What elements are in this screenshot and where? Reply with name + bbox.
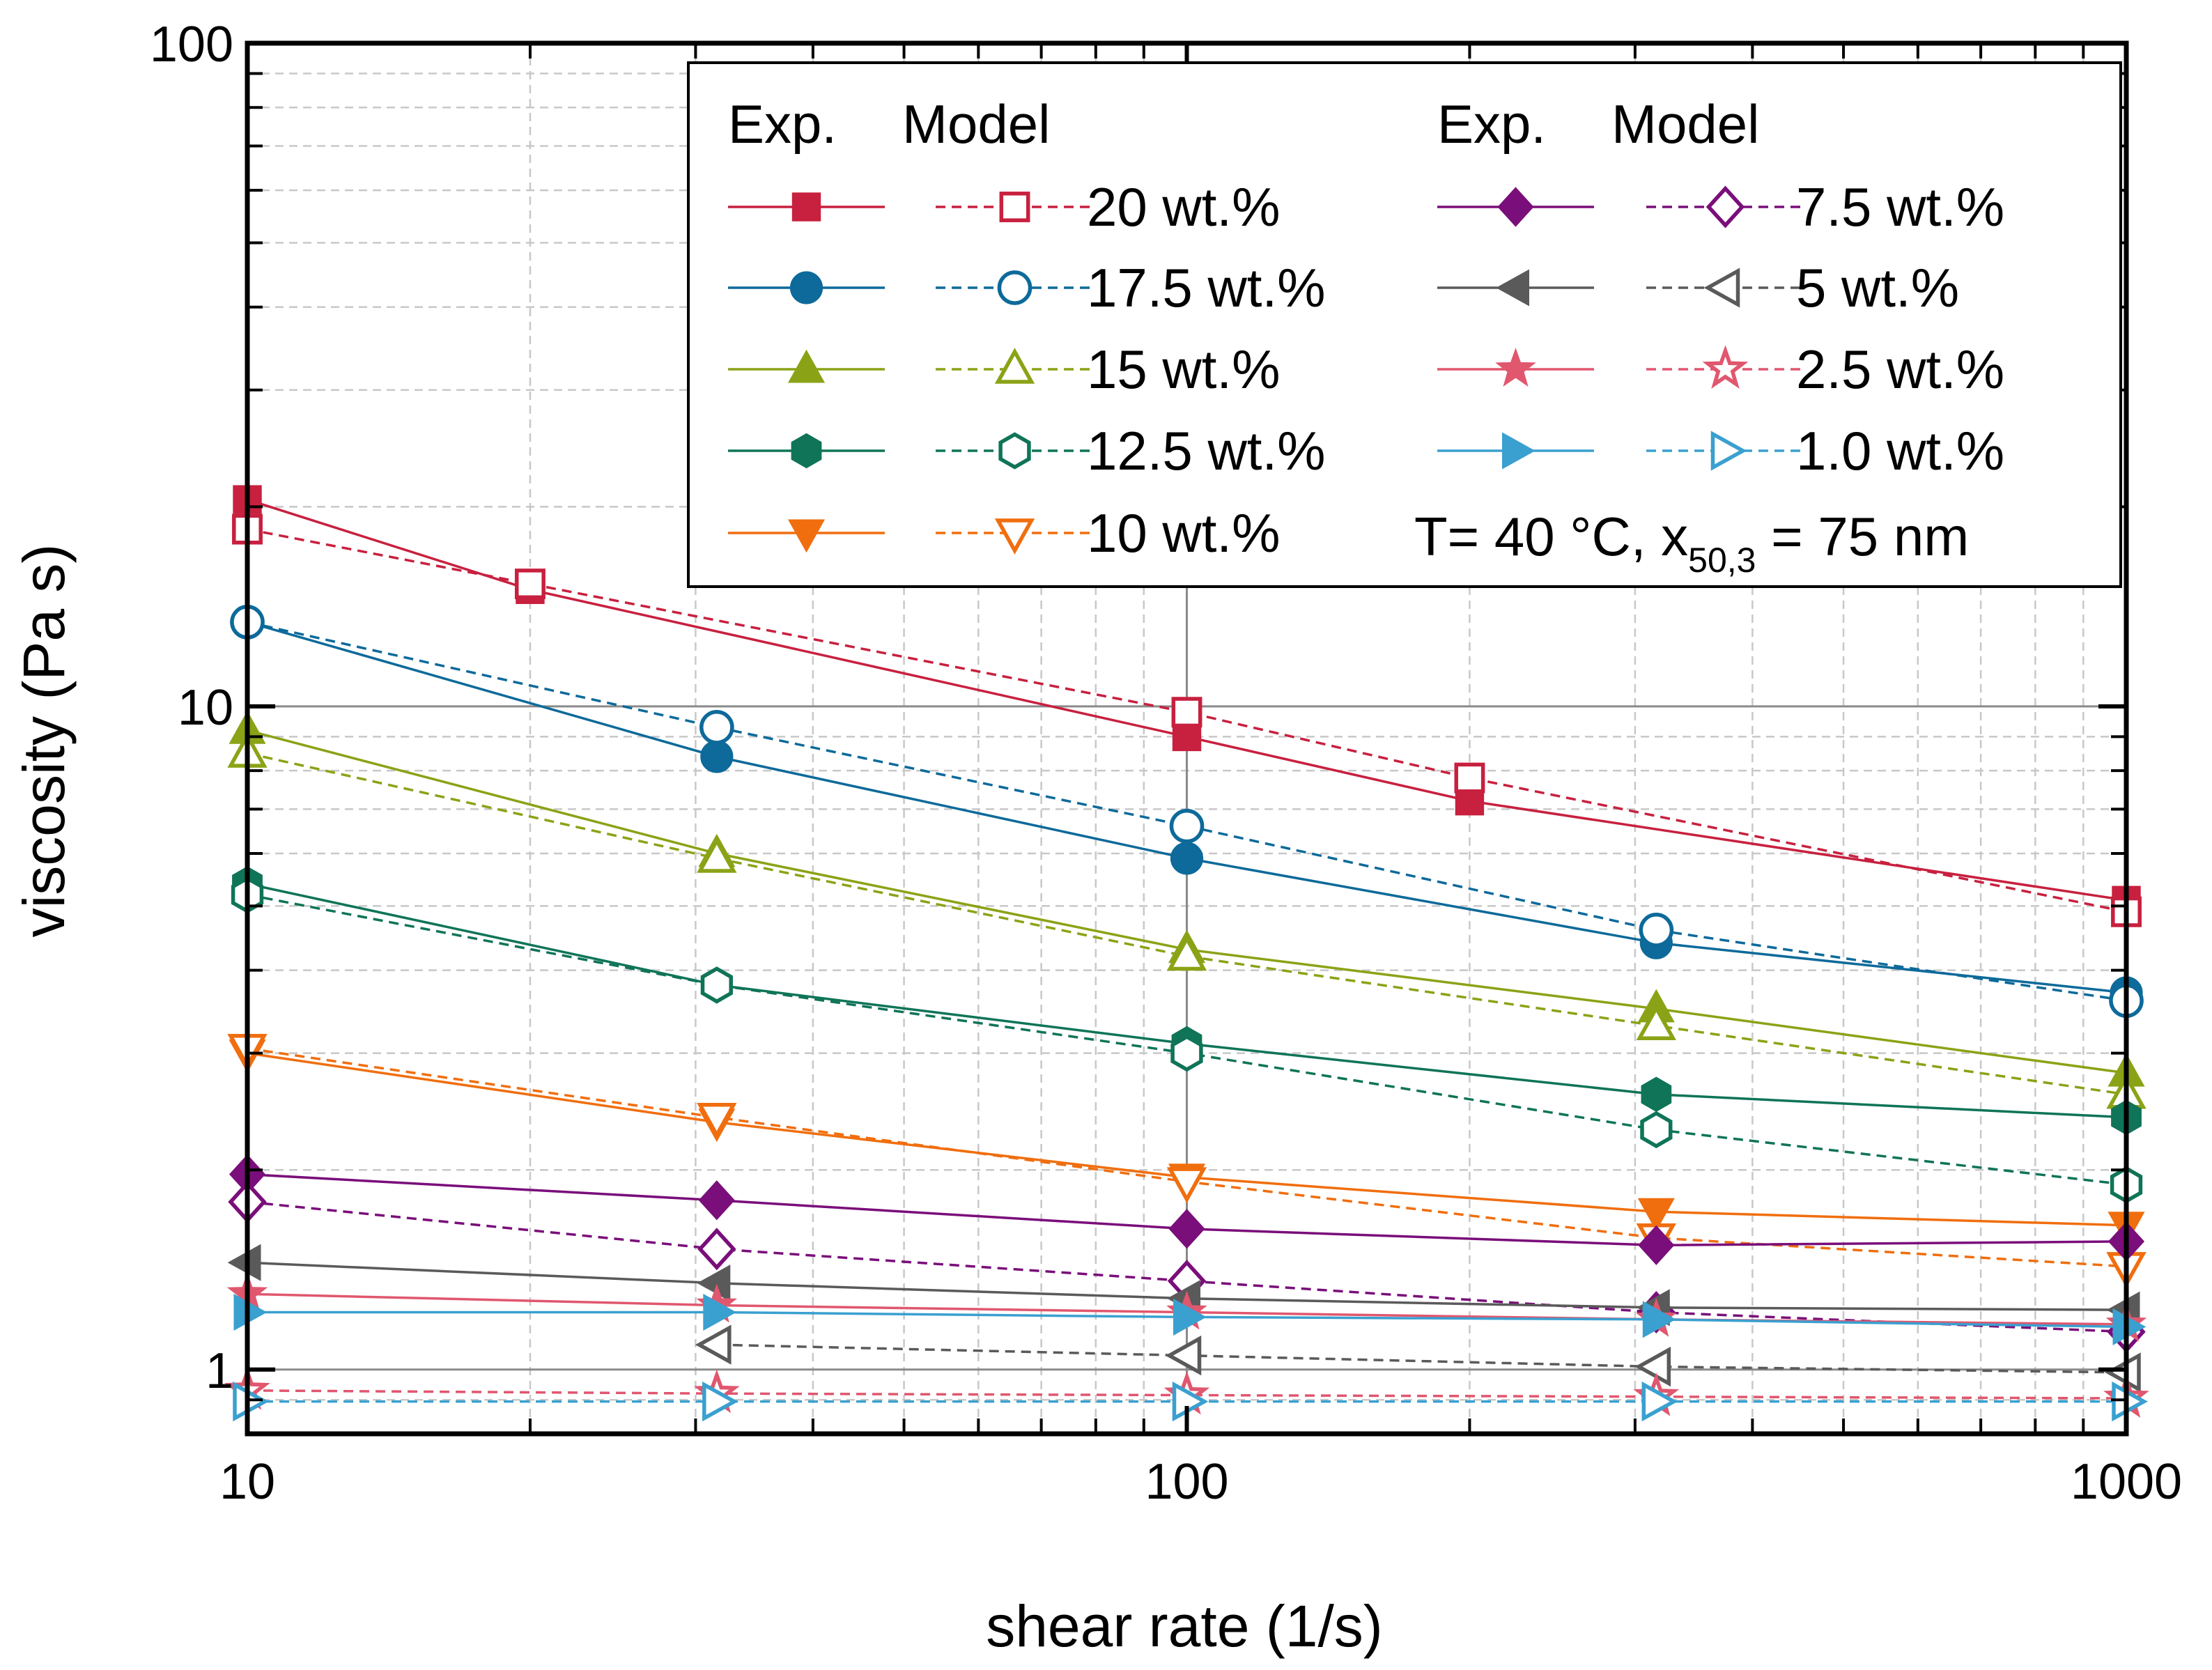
- legend-item: 15 wt.%: [728, 339, 1280, 400]
- model-point: [1636, 1004, 1676, 1040]
- legend-item: 12.5 wt.%: [728, 420, 1326, 481]
- legend-header-model: Model: [1611, 93, 1759, 155]
- legend-condition-suffix: = 75 nm: [1756, 506, 1970, 567]
- legend-exp-marker: [787, 519, 826, 553]
- model-point: [695, 1324, 732, 1365]
- legend: Exp. Model Exp. Model T= 40 °C, x50,3 = …: [687, 61, 2122, 588]
- legend-item: 1.0 wt.%: [1437, 420, 2004, 481]
- legend-condition-prefix: T= 40 °C, x: [1414, 506, 1688, 567]
- exp-point: [1170, 842, 1204, 875]
- model-point: [700, 966, 733, 1004]
- legend-header-exp: Exp.: [1437, 93, 1546, 155]
- legend-label: 5 wt.%: [1796, 257, 1959, 318]
- legend-item: 10 wt.%: [728, 502, 1280, 564]
- model-point: [1165, 1335, 1202, 1376]
- legend-exp-marker: [1497, 187, 1534, 227]
- y-tick-label: 10: [178, 680, 233, 736]
- model-point: [697, 1103, 737, 1139]
- exp-point: [700, 740, 734, 773]
- model-point: [1166, 1167, 1207, 1203]
- legend-header-model: Model: [902, 93, 1050, 155]
- legend-exp-marker: [1502, 432, 1536, 470]
- legend-label: 10 wt.%: [1087, 502, 1280, 564]
- legend-exp-marker: [1496, 269, 1529, 307]
- legend-label: 15 wt.%: [1087, 339, 1280, 400]
- legend-label: 17.5 wt.%: [1087, 257, 1326, 318]
- legend-model-marker: [1710, 431, 1747, 471]
- model-point: [1634, 1346, 1671, 1387]
- legend-exp-marker: [1495, 348, 1536, 387]
- exp-point: [2112, 1308, 2147, 1345]
- exp-point: [1642, 1301, 1676, 1338]
- legend-item: 17.5 wt.%: [728, 257, 1326, 318]
- y-tick-label: 100: [150, 17, 233, 72]
- exp-point: [1641, 1076, 1672, 1113]
- x-tick-label: 10: [219, 1454, 275, 1510]
- exp-point: [1638, 1225, 1675, 1265]
- model-point: [1170, 1034, 1203, 1072]
- exp-point: [1173, 1298, 1207, 1336]
- model-point: [1640, 1111, 1673, 1149]
- legend-label: 12.5 wt.%: [1087, 420, 1326, 481]
- model-line: [247, 1389, 2127, 1400]
- model-point: [1639, 913, 1674, 948]
- legend-exp-marker: [787, 349, 826, 383]
- legend-model-marker: [997, 270, 1032, 305]
- legend-model-marker: [1702, 345, 1749, 389]
- legend-header-exp: Exp.: [728, 93, 837, 155]
- model-line: [716, 1343, 2127, 1374]
- model-point: [697, 837, 737, 873]
- exp-point: [703, 1293, 737, 1331]
- y-axis-title: viscosity (Pa s): [11, 544, 77, 938]
- legend-label: 2.5 wt.%: [1796, 339, 2004, 400]
- legend-label: 20 wt.%: [1087, 176, 1280, 238]
- exp-point: [1168, 1209, 1205, 1249]
- model-point: [2105, 1352, 2141, 1393]
- axis-ticks: 10 100 1000 1 10 100: [150, 17, 2182, 1510]
- model-point: [1172, 1381, 1209, 1422]
- x-tick-label: 1000: [2071, 1454, 2182, 1510]
- model-point: [1171, 697, 1202, 728]
- legend-box: [687, 61, 2122, 588]
- legend-model-marker: [994, 518, 1035, 555]
- model-point: [699, 710, 734, 745]
- exp-point: [1637, 1198, 1675, 1232]
- model-point: [697, 1228, 736, 1271]
- y-tick-label: 1: [206, 1343, 233, 1399]
- model-line: [247, 621, 2127, 1002]
- model-point: [1641, 1381, 1678, 1422]
- legend-model-marker: [999, 192, 1030, 222]
- legend-exp-marker: [789, 271, 823, 304]
- legend-item: 2.5 wt.%: [1437, 339, 2004, 400]
- x-axis-title: shear rate (1/s): [986, 1593, 1383, 1659]
- model-point: [702, 1381, 738, 1422]
- exp-point: [233, 1293, 268, 1331]
- x-tick-label: 100: [1145, 1454, 1228, 1510]
- legend-item: 7.5 wt.%: [1437, 176, 2004, 238]
- legend-label: 7.5 wt.%: [1796, 176, 2004, 238]
- model-point: [1454, 762, 1485, 794]
- legend-exp-marker: [791, 192, 821, 222]
- legend-item: 5 wt.%: [1437, 257, 1959, 318]
- legend-model-marker: [998, 432, 1031, 470]
- model-point: [1169, 808, 1205, 844]
- model-point: [2112, 1381, 2148, 1422]
- series-1-0-wt-: [233, 1293, 2148, 1422]
- legend-model-marker: [1706, 185, 1745, 229]
- model-line: [247, 752, 2127, 1096]
- legend-item: 20 wt.%: [728, 176, 1280, 238]
- legend-model-marker: [994, 348, 1035, 384]
- legend-condition-subscript: 50,3: [1688, 541, 1756, 580]
- legend-exp-marker: [791, 433, 822, 469]
- model-point: [1166, 934, 1207, 971]
- exp-point: [1172, 722, 1202, 752]
- exp-point: [227, 1244, 261, 1281]
- legend-condition: T= 40 °C, x50,3 = 75 nm: [1414, 506, 1969, 580]
- exp-point: [698, 1180, 735, 1221]
- model-point: [514, 569, 546, 600]
- model-point: [233, 1381, 269, 1422]
- legend-model-marker: [1703, 268, 1740, 308]
- legend-label: 1.0 wt.%: [1796, 420, 2004, 481]
